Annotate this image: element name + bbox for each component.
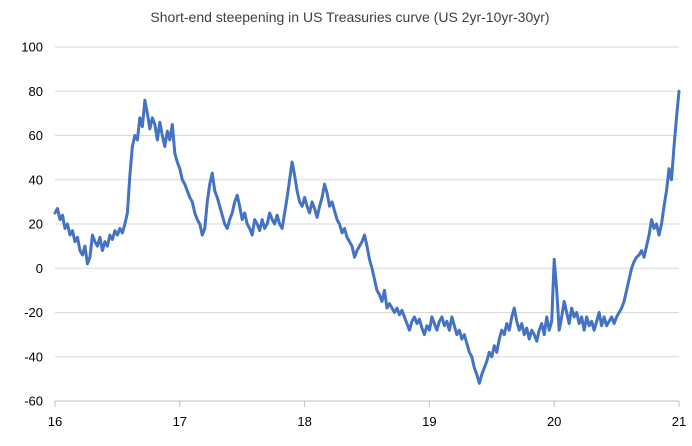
y-tick-label: 100 (21, 40, 43, 55)
y-tick-label: 80 (29, 84, 43, 99)
x-axis-ticks: 16 17 18 19 20 21 (48, 401, 686, 429)
y-tick-label: -40 (24, 349, 43, 364)
series-layer (53, 89, 681, 385)
y-tick-label: -60 (24, 394, 43, 409)
x-tick-label: 17 (173, 414, 187, 429)
y-tick-label: 60 (29, 128, 43, 143)
chart-title: Short-end steepening in US Treasuries cu… (150, 9, 549, 25)
x-tick-label: 18 (297, 414, 311, 429)
y-tick-label: 40 (29, 172, 43, 187)
x-tick-label: 21 (672, 414, 686, 429)
gridlines (55, 46, 679, 402)
y-tick-label: 0 (36, 261, 43, 276)
x-tick-label: 19 (422, 414, 436, 429)
y-tick-label: 20 (29, 217, 43, 232)
y-tick-label: -20 (24, 305, 43, 320)
x-tick-label: 20 (547, 414, 561, 429)
y-axis-ticks: 100 80 60 40 20 0 -20 -40 -60 (21, 40, 43, 409)
series-line-0 (53, 89, 681, 385)
x-tick-label: 16 (48, 414, 62, 429)
